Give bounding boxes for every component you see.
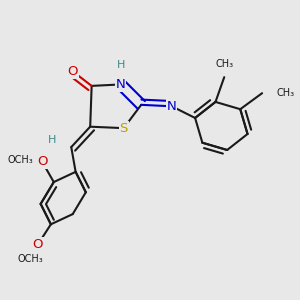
Text: O: O — [68, 65, 78, 78]
Text: O: O — [32, 238, 43, 251]
Text: OCH₃: OCH₃ — [8, 155, 33, 165]
Text: CH₃: CH₃ — [215, 59, 233, 69]
Text: H: H — [117, 61, 125, 70]
Text: O: O — [37, 155, 47, 168]
Text: N: N — [167, 100, 177, 113]
Text: CH₃: CH₃ — [276, 88, 294, 98]
Text: OCH₃: OCH₃ — [18, 254, 43, 264]
Text: N: N — [116, 78, 126, 91]
Text: H: H — [48, 135, 56, 145]
Text: S: S — [119, 122, 128, 135]
